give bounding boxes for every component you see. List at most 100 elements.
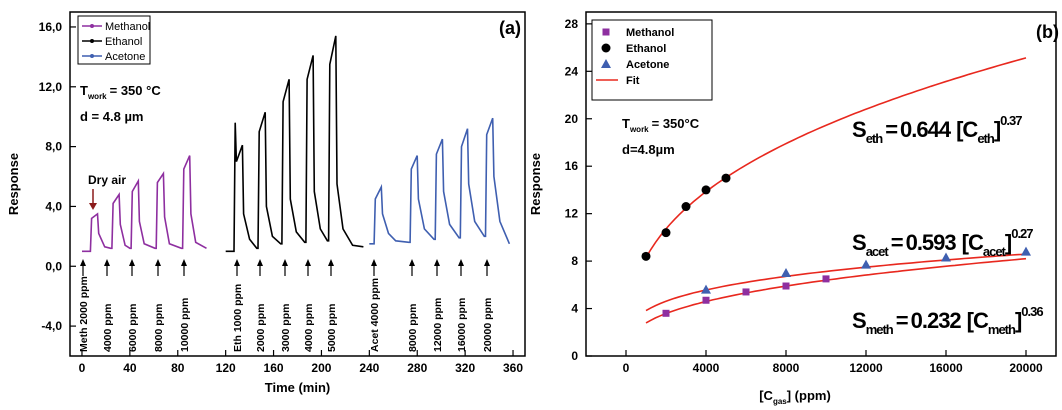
eq-exponent: 0.37 xyxy=(1000,113,1022,128)
legend-box xyxy=(77,15,151,65)
legend-label: Acetone xyxy=(105,51,145,63)
series-line xyxy=(82,155,207,253)
y-tick-label: 12,0 xyxy=(39,80,63,94)
plot-frame xyxy=(585,11,1057,357)
dose-arrowhead xyxy=(155,259,161,266)
y-tick-label: 4 xyxy=(571,302,578,316)
dose-label: 4000 ppm xyxy=(303,304,315,352)
x-tick-label: 0 xyxy=(79,361,86,375)
eq-coefficient: 0.593 xyxy=(906,230,957,255)
dose-arrowhead xyxy=(458,259,464,266)
legend-marker xyxy=(90,54,94,58)
eq-subscript: acet xyxy=(983,244,1007,259)
marker-circle xyxy=(701,185,711,195)
eq-coefficient: 0.644 xyxy=(900,117,952,142)
y-tick-label: 24 xyxy=(565,64,579,78)
eq-symbol: S xyxy=(852,308,866,333)
dose-arrowhead xyxy=(409,259,415,266)
cond-t-rest: = 350°C xyxy=(652,116,700,131)
dose-arrowhead xyxy=(434,259,440,266)
dose-label: Eth 1000 ppm xyxy=(232,284,244,352)
eq-bracket: [C xyxy=(962,230,984,255)
x-tick-label: 4000 xyxy=(693,361,720,375)
y-tick-label: 28 xyxy=(565,17,579,31)
y-tick-label: 8,0 xyxy=(45,140,62,154)
legend-box xyxy=(591,19,713,101)
series-line xyxy=(225,35,364,253)
eq-bracket: [C xyxy=(956,117,978,142)
dose-label: 5000 ppm xyxy=(326,304,338,352)
y-axis-label: Response xyxy=(6,153,21,215)
marker-circle xyxy=(681,202,691,212)
fit-curve xyxy=(645,253,1027,312)
y-tick-label: 12 xyxy=(565,207,579,221)
series-line xyxy=(369,117,511,245)
dose-arrowhead xyxy=(282,259,288,266)
eq-equals: = xyxy=(891,230,903,255)
marker-triangle xyxy=(781,267,791,277)
eq-equals: = xyxy=(896,308,908,333)
fit-equation: Seth = 0.644 [Ceth]0.37 xyxy=(852,113,1022,146)
x-tick-label: 40 xyxy=(123,361,137,375)
cond-t: T xyxy=(80,83,88,98)
marker-square xyxy=(662,309,670,317)
marker-triangle xyxy=(861,259,871,269)
panel-title: (a) xyxy=(499,18,521,38)
eq-close: ] xyxy=(994,117,1001,142)
marker-square xyxy=(742,288,750,296)
x-tick-label: 0 xyxy=(623,361,630,375)
y-tick-label: 4,0 xyxy=(45,199,62,213)
marker-triangle xyxy=(701,284,711,294)
x-tick-label: 20000 xyxy=(1009,361,1043,375)
dose-arrowhead xyxy=(80,259,86,266)
legend-label: Methanol xyxy=(626,27,674,39)
marker-triangle xyxy=(601,59,611,68)
eq-subscript: eth xyxy=(866,131,884,146)
dose-label: 2000 ppm xyxy=(255,304,267,352)
y-tick-label: 8 xyxy=(571,254,578,268)
dose-arrowhead xyxy=(104,259,110,266)
legend-label: Methanol xyxy=(105,21,150,33)
eq-subscript: acet xyxy=(866,244,890,259)
condition-temperature: Twork = 350°C xyxy=(622,116,700,134)
fit-equation: Smeth = 0.232 [Cmeth]0.36 xyxy=(852,304,1043,337)
eq-close: ] xyxy=(1005,230,1012,255)
x-axis-label: Time (min) xyxy=(265,380,331,395)
legend-label: Ethanol xyxy=(105,36,142,48)
eq-subscript: meth xyxy=(866,322,894,337)
dose-label: 6000 ppm xyxy=(127,304,139,352)
y-tick-label: 20 xyxy=(565,112,579,126)
y-tick-label: -4,0 xyxy=(41,319,62,333)
cond-t: T xyxy=(622,116,630,131)
x-axis-label-part: gas xyxy=(773,397,787,406)
eq-bracket: [C xyxy=(967,308,989,333)
marker-circle xyxy=(661,228,671,238)
condition-thickness: d = 4.8 µm xyxy=(80,109,144,124)
dose-label: 10000 ppm xyxy=(179,298,191,352)
x-tick-label: 240 xyxy=(359,361,379,375)
marker-triangle xyxy=(1021,246,1031,256)
eq-symbol: S xyxy=(852,230,866,255)
eq-exponent: 0.36 xyxy=(1021,304,1043,319)
legend-marker xyxy=(90,39,94,43)
dry-air-arrowhead xyxy=(89,203,97,210)
x-tick-label: 160 xyxy=(264,361,284,375)
eq-close: ] xyxy=(1015,308,1022,333)
x-tick-label: 200 xyxy=(311,361,331,375)
dose-arrowhead xyxy=(181,259,187,266)
dose-arrowhead xyxy=(371,259,377,266)
plot-frame xyxy=(69,11,526,357)
legend-label: Ethanol xyxy=(626,43,666,55)
condition-temperature: Twork = 350 °C xyxy=(80,83,161,101)
eq-equals: = xyxy=(885,117,897,142)
x-tick-label: 320 xyxy=(455,361,475,375)
dose-label: 20000 ppm xyxy=(482,298,494,352)
eq-subscript: eth xyxy=(977,131,995,146)
eq-subscript: meth xyxy=(988,322,1016,337)
y-tick-label: 16,0 xyxy=(39,20,63,34)
cond-t-sub: work xyxy=(87,92,107,101)
x-axis-label: [Cgas] (ppm) xyxy=(759,388,831,406)
condition-thickness: d=4.8µm xyxy=(622,142,675,157)
cond-t-rest: = 350 °C xyxy=(110,83,162,98)
